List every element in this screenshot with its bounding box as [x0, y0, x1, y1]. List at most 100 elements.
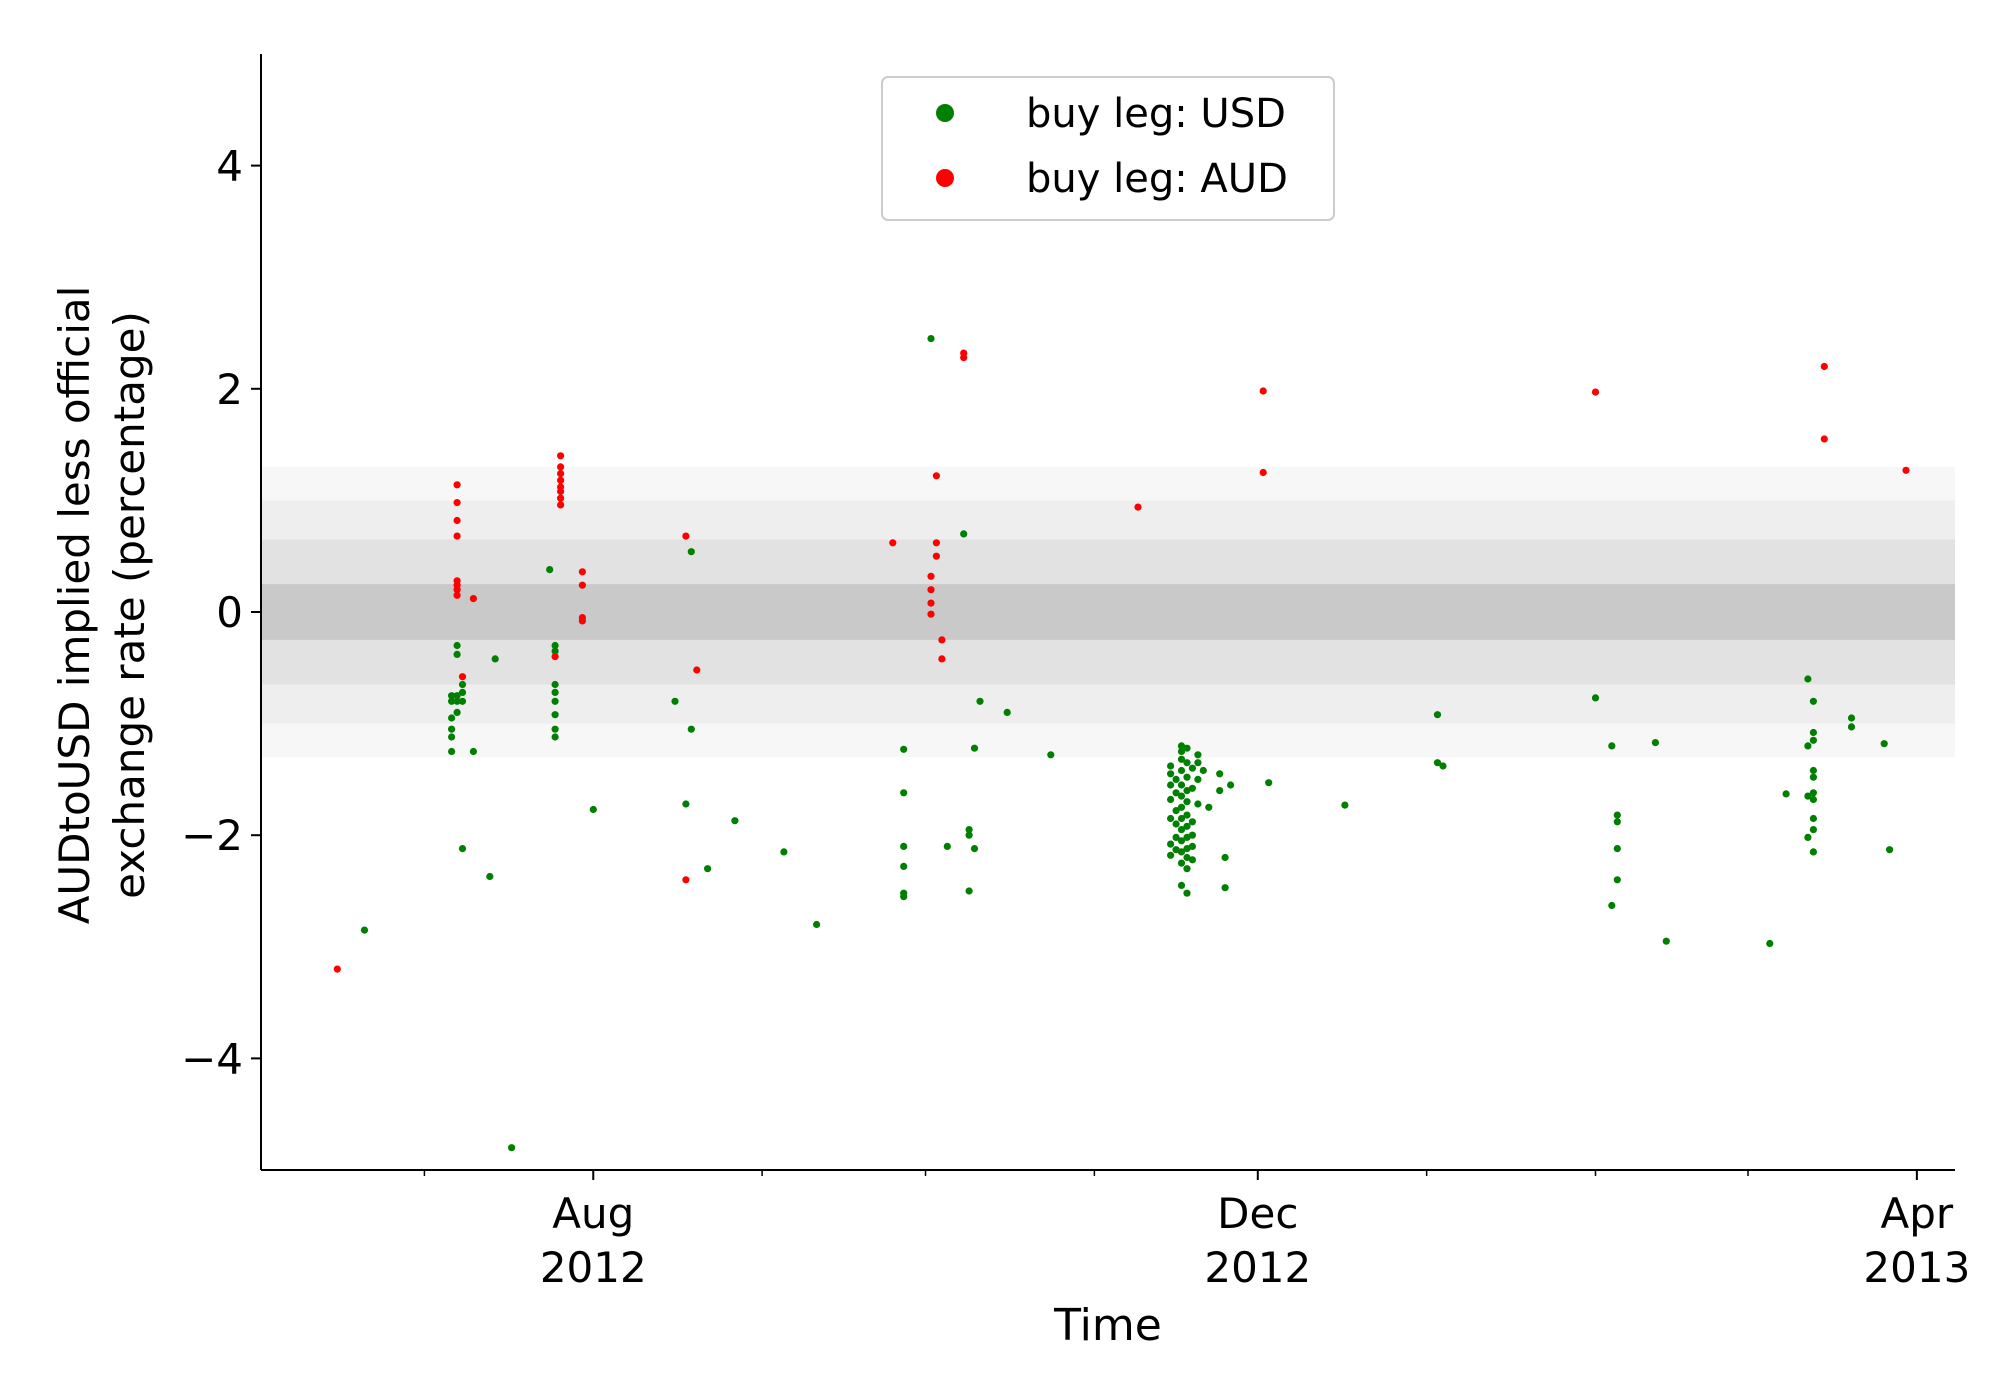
point-usd-139 [1809, 848, 1817, 856]
point-usd-114 [1439, 762, 1447, 770]
point-usd-27 [551, 725, 559, 733]
point-usd-40 [900, 842, 908, 851]
point-usd-72 [1177, 781, 1186, 789]
x-ticks: Aug 2012 Dec 2012 Apr 2013 [423, 1170, 1970, 1292]
point-usd-8 [453, 650, 461, 659]
point-usd-84 [1183, 787, 1191, 795]
band-3 [261, 584, 1955, 640]
point-aud-9 [458, 673, 467, 681]
point-usd-78 [1177, 848, 1186, 856]
legend-label-usd: buy leg: USD [1026, 91, 1286, 137]
point-aud-40 [1259, 387, 1267, 395]
x-tick-year: 2012 [540, 1243, 647, 1292]
point-usd-11 [453, 708, 461, 717]
point-usd-29 [589, 805, 597, 814]
y-tick-label: 2 [216, 365, 243, 414]
point-usd-133 [1809, 766, 1817, 775]
legend-marker-usd [936, 104, 954, 122]
point-aud-30 [927, 599, 935, 607]
x-tick-year: 2013 [1863, 1243, 1970, 1292]
point-usd-141 [1847, 723, 1856, 731]
point-usd-73 [1177, 792, 1186, 800]
point-usd-121 [1613, 876, 1621, 884]
point-usd-130 [1809, 697, 1817, 705]
point-usd-38 [900, 745, 908, 753]
point-usd-32 [687, 548, 695, 556]
point-usd-132 [1809, 736, 1817, 744]
point-aud-32 [932, 539, 941, 547]
point-usd-41 [900, 862, 908, 871]
point-usd-70 [1177, 755, 1186, 763]
point-aud-0 [333, 965, 341, 973]
point-usd-137 [1809, 814, 1817, 823]
point-usd-69 [1177, 747, 1186, 756]
point-aud-13 [557, 463, 565, 471]
point-aud-34 [932, 552, 941, 560]
point-usd-63 [1172, 789, 1180, 797]
point-usd-64 [1172, 807, 1180, 815]
point-usd-99 [1194, 751, 1202, 759]
point-aud-18 [557, 494, 565, 502]
point-usd-85 [1183, 798, 1191, 806]
point-usd-93 [1188, 764, 1196, 772]
point-usd-34 [704, 865, 712, 873]
point-usd-65 [1172, 820, 1180, 828]
tolerance-bands [261, 466, 1955, 758]
point-usd-79 [1177, 859, 1186, 867]
point-aud-45 [1902, 466, 1910, 474]
point-aud-19 [557, 501, 565, 509]
point-usd-39 [900, 789, 908, 797]
point-usd-53 [1003, 708, 1011, 717]
x-tick-month: Dec [1217, 1189, 1298, 1238]
y-tick-label: −2 [181, 811, 243, 860]
point-aud-10 [469, 595, 477, 603]
point-usd-43 [900, 893, 908, 901]
point-usd-48 [965, 831, 973, 839]
point-usd-80 [1177, 881, 1186, 890]
point-usd-76 [1177, 826, 1186, 834]
point-usd-143 [1886, 846, 1894, 854]
point-aud-3 [453, 516, 461, 525]
point-usd-124 [1766, 939, 1774, 948]
point-aud-28 [927, 572, 935, 580]
point-aud-31 [927, 610, 935, 618]
point-usd-45 [943, 842, 951, 851]
point-usd-110 [1265, 779, 1273, 787]
point-usd-33 [687, 725, 695, 733]
point-usd-24 [551, 688, 559, 697]
point-usd-7 [453, 641, 461, 650]
point-usd-57 [1167, 781, 1175, 789]
point-usd-100 [1194, 759, 1202, 767]
point-aud-20 [578, 568, 587, 576]
point-usd-116 [1608, 742, 1616, 750]
point-usd-86 [1183, 811, 1191, 819]
point-usd-129 [1804, 833, 1812, 842]
point-usd-68 [1177, 742, 1186, 750]
point-usd-25 [551, 697, 559, 705]
point-aud-14 [557, 470, 565, 478]
point-usd-136 [1809, 795, 1817, 804]
point-usd-56 [1167, 770, 1175, 778]
point-usd-30 [671, 697, 679, 705]
point-usd-125 [1782, 790, 1790, 798]
point-usd-58 [1167, 795, 1175, 804]
point-usd-83 [1183, 773, 1191, 781]
point-aud-11 [551, 653, 559, 661]
point-usd-75 [1177, 814, 1186, 823]
point-usd-28 [551, 733, 559, 741]
point-usd-50 [970, 744, 979, 752]
point-usd-67 [1172, 846, 1180, 854]
point-usd-77 [1177, 837, 1186, 845]
point-usd-6 [448, 747, 456, 756]
point-usd-61 [1167, 851, 1175, 859]
point-usd-59 [1167, 814, 1175, 823]
point-usd-12 [458, 680, 467, 689]
point-usd-98 [1188, 856, 1196, 864]
point-usd-95 [1188, 818, 1196, 826]
point-usd-107 [1221, 853, 1229, 862]
y-tick-label: −4 [181, 1034, 243, 1083]
point-usd-51 [970, 845, 979, 853]
point-usd-19 [508, 1144, 516, 1152]
legend: buy leg: USD buy leg: AUD [881, 76, 1335, 221]
y-axis-label: AUDtoUSD implied less official [50, 286, 99, 925]
